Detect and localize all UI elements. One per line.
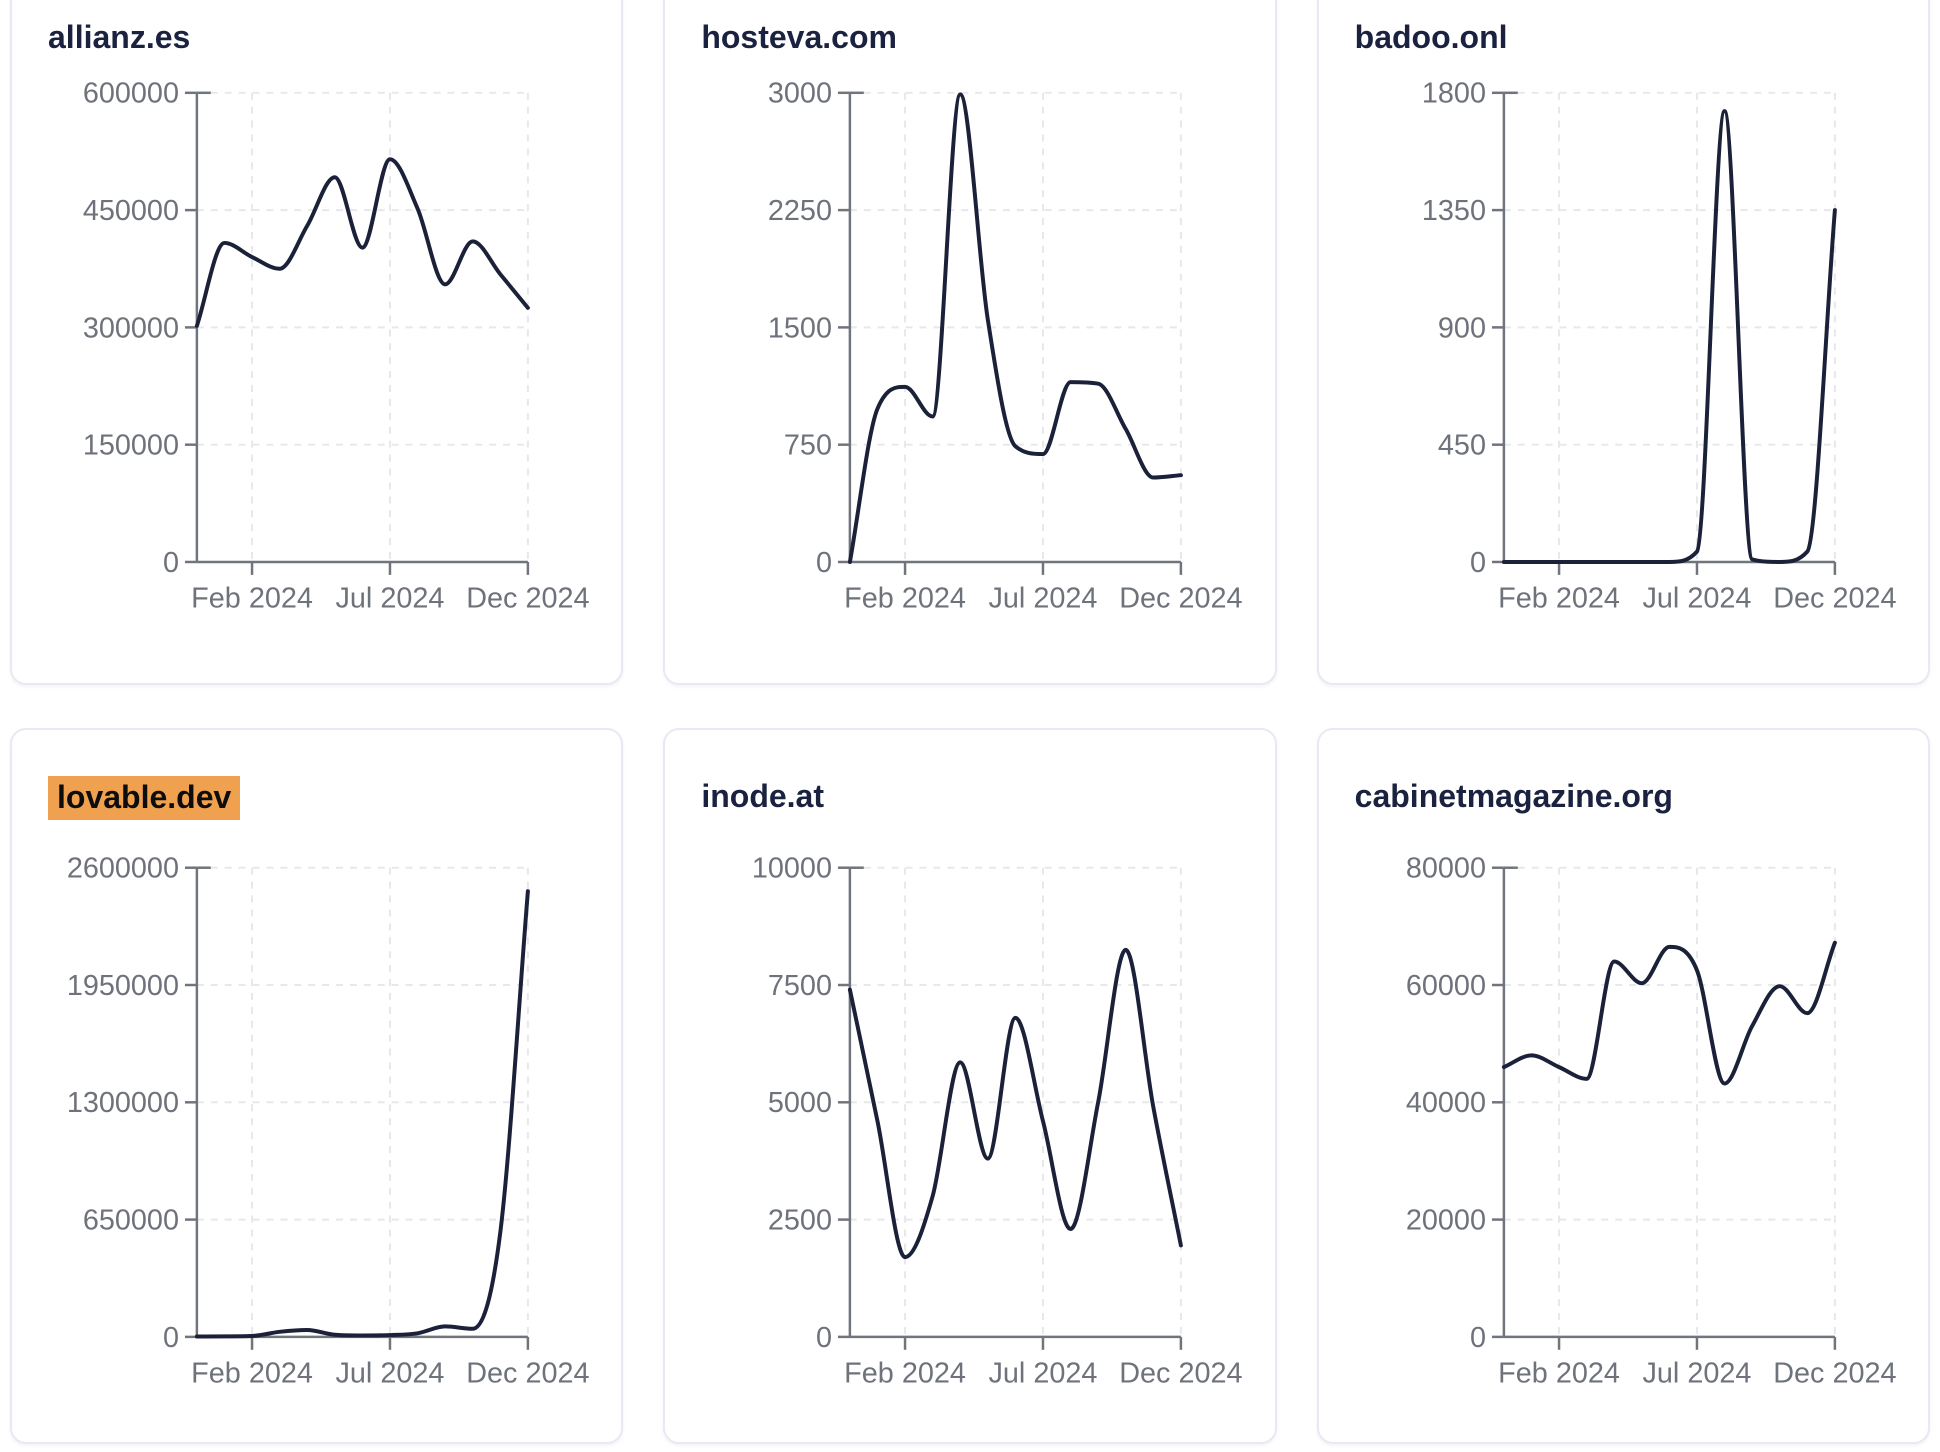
card-title: allianz.es [48,17,585,61]
y-tick-label: 1300000 [67,1087,179,1119]
y-tick-label: 80000 [1406,853,1486,885]
x-tick-label: Jul 2024 [1642,1358,1751,1390]
x-tick-label: Jul 2024 [336,1358,445,1390]
y-tick-label: 0 [816,547,832,579]
x-tick-label: Dec 2024 [1120,583,1243,615]
x-tick-label: Dec 2024 [466,583,589,615]
series-line [848,947,1184,1260]
y-tick-label: 7500 [768,970,832,1002]
y-tick-label: 0 [163,547,179,579]
y-tick-label: 750 [784,430,832,462]
y-tick-label: 1350 [1422,195,1486,227]
line-chart-lovable: 0 650000 1300000 1950000 2600000 Feb 2024 Jul … [67,853,590,1390]
y-tick-label: 650000 [83,1205,179,1237]
y-tick-label: 150000 [83,430,179,462]
chart-title: badoo.onl [1354,19,1508,55]
y-tick-label: 5000 [768,1087,832,1119]
x-tick-label: Dec 2024 [1120,1358,1243,1390]
line-chart-badoo: 0 450 900 1350 1800 Feb 2024 Jul 2024 Dec 2024 [1422,78,1897,615]
x-tick-label: Jul 2024 [336,583,445,615]
x-tick-label: Jul 2024 [989,583,1098,615]
chart-card-inode: inode.at 0 2500 5000 7500 10000 Feb 2024 Jul 2… [663,728,1277,1444]
y-tick-label: 450 [1438,430,1486,462]
card-title: badoo.onl [1355,17,1892,61]
series-line [1501,940,1837,1086]
series-line [194,157,530,328]
y-tick-label: 2600000 [67,853,179,885]
series-line [194,889,530,1339]
chart-card-badoo: badoo.onl 0 450 900 1350 1800 Feb 2024 Jul 202… [1316,0,1930,685]
y-tick-label: 900 [1438,312,1486,344]
chart-title: allianz.es [48,19,191,55]
y-tick-label: 20000 [1406,1205,1486,1237]
card-title: inode.at [701,776,1238,820]
chart-row-2: lovable.dev 0 650000 1300000 1950000 2600000… [10,728,1930,1444]
card-title: lovable.dev [48,776,585,820]
y-tick-label: 0 [1470,1322,1486,1354]
y-tick-label: 2500 [768,1205,832,1237]
y-tick-label: 40000 [1406,1087,1486,1119]
series-line [1501,109,1837,564]
x-tick-label: Dec 2024 [1773,1358,1896,1390]
x-tick-label: Dec 2024 [466,1358,589,1390]
chart-title: cabinetmagazine.org [1354,778,1673,814]
x-tick-label: Feb 2024 [191,583,313,615]
chart-title-highlighted: lovable.dev [48,776,241,820]
x-tick-label: Feb 2024 [1498,583,1620,615]
chart-title: hosteva.com [701,19,897,55]
y-tick-label: 2250 [768,195,832,227]
card-title: cabinetmagazine.org [1355,776,1892,820]
y-tick-label: 0 [816,1322,832,1354]
x-tick-label: Dec 2024 [1773,583,1896,615]
chart-card-hosteva: hosteva.com 0 750 1500 2250 3000 Feb 2024 Jul … [663,0,1277,685]
x-tick-label: Feb 2024 [845,583,967,615]
y-tick-label: 1950000 [67,970,179,1002]
chart-card-cabinetmagazine: cabinetmagazine.org 0 20000 40000 60000 8000… [1316,728,1930,1444]
y-tick-label: 10000 [752,853,832,885]
chart-card-lovable: lovable.dev 0 650000 1300000 1950000 2600000… [10,728,624,1444]
chart-row-1: allianz.es 0 150000 300000 450000 600000 Feb … [10,0,1930,685]
series-line [848,92,1184,564]
y-tick-label: 1800 [1422,78,1486,110]
y-tick-label: 450000 [83,195,179,227]
line-chart-allianz: 0 150000 300000 450000 600000 Feb 2024 Jul 202… [83,78,590,615]
card-title: hosteva.com [701,17,1238,61]
y-tick-label: 0 [163,1322,179,1354]
chart-card-allianz: allianz.es 0 150000 300000 450000 600000 Feb … [10,0,624,685]
x-tick-label: Jul 2024 [989,1358,1098,1390]
y-tick-label: 300000 [83,312,179,344]
y-tick-label: 0 [1470,547,1486,579]
line-chart-cabinetmagazine: 0 20000 40000 60000 80000 Feb 2024 Jul 2024 Dec… [1406,853,1897,1390]
x-tick-label: Feb 2024 [191,1358,313,1390]
x-tick-label: Jul 2024 [1642,583,1751,615]
y-tick-label: 3000 [768,78,832,110]
line-chart-inode: 0 2500 5000 7500 10000 Feb 2024 Jul 2024 Dec 20… [752,853,1243,1390]
line-chart-hosteva: 0 750 1500 2250 3000 Feb 2024 Jul 2024 Dec 2024 [768,78,1243,615]
x-tick-label: Feb 2024 [845,1358,967,1390]
y-tick-label: 1500 [768,312,832,344]
x-tick-label: Feb 2024 [1498,1358,1620,1390]
y-tick-label: 60000 [1406,970,1486,1002]
y-tick-label: 600000 [83,78,179,110]
chart-title: inode.at [701,778,824,814]
